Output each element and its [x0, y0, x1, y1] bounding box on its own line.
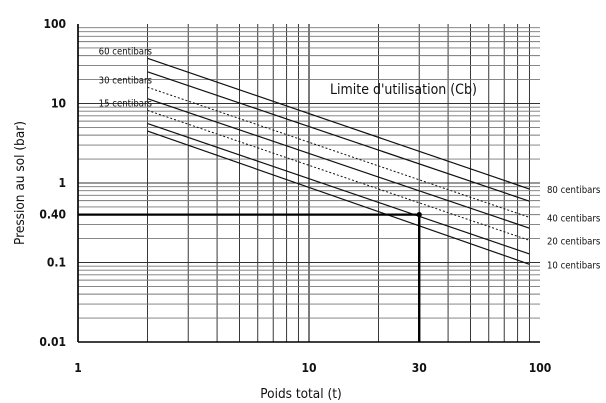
y-tick-label: 10 — [51, 97, 66, 111]
line-label-right: 40 centibars — [547, 213, 601, 224]
series-line-80-centibars — [147, 71, 530, 202]
series-line-60-centibars — [147, 57, 530, 190]
series-line-15-centibars — [147, 109, 530, 241]
grid — [77, 24, 540, 343]
line-label-right: 80 centibars — [547, 185, 601, 196]
tick-labels: 1 10 30 100 0.01 0.1 0.40 1 10 100 — [39, 17, 551, 375]
chart-annotation: Limite d'utilisation (Cb) — [330, 82, 477, 98]
x-axis-title: Poids total (t) — [260, 386, 341, 402]
series-layer — [78, 57, 530, 342]
line-label-right: 20 centibars — [547, 236, 601, 247]
x-tick-label: 100 — [529, 361, 552, 375]
line-label-left: 30 centibars — [99, 75, 153, 86]
y-tick-label: 100 — [43, 17, 66, 31]
line-label-left: 60 centibars — [99, 46, 153, 57]
x-tick-label: 30 — [412, 361, 427, 375]
y-tick-label: 1 — [58, 176, 66, 190]
y-tick-label: 0.1 — [47, 256, 66, 270]
series-line-40-centibars — [147, 98, 530, 229]
line-label-left: 15 centibars — [99, 98, 153, 109]
line-labels: 60 centibars 30 centibars 15 centibars 80 c… — [99, 46, 601, 271]
axes — [77, 24, 540, 343]
y-axis-title: Pression au sol (bar) — [12, 121, 28, 245]
x-tick-label: 1 — [74, 361, 82, 375]
series-line-20-centibars — [147, 122, 530, 255]
series-line-30-centibars — [147, 86, 530, 218]
x-tick-label: 10 — [301, 361, 316, 375]
y-tick-label: 0.40 — [39, 208, 66, 222]
line-label-right: 10 centibars — [547, 260, 601, 271]
y-tick-label: 0.01 — [39, 335, 66, 349]
series-line-10-centibars — [147, 130, 530, 265]
reference-point — [416, 212, 422, 218]
